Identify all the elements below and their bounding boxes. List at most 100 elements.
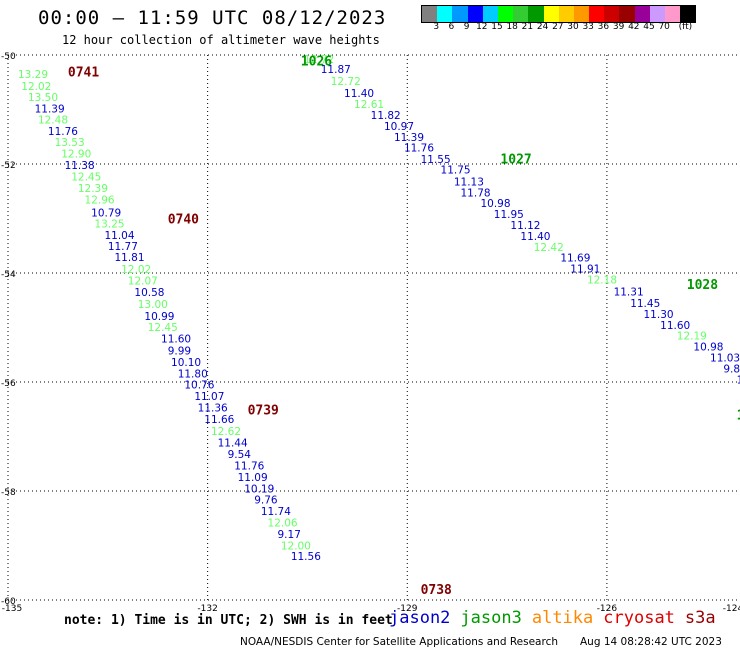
wave-height-value: 9.17 [278, 529, 301, 541]
wave-height-value: 10.76 [184, 380, 214, 392]
wave-height-value: 12.62 [211, 426, 241, 438]
scale-swatch [573, 6, 590, 22]
wave-height-value: 11.87 [321, 64, 351, 76]
time-label: 1029 [737, 409, 740, 424]
wave-height-value: 12.72 [304, 54, 334, 66]
scale-label: 33 [582, 22, 594, 32]
scale-swatch [634, 6, 650, 22]
scale-swatch [437, 6, 453, 22]
wave-height-value: 11.09 [238, 472, 268, 484]
x-tick-label: -132 [197, 604, 217, 614]
time-label: 1026 [301, 54, 332, 69]
scale-label: 3 [433, 22, 440, 32]
time-label: 0738 [421, 583, 452, 598]
wave-height-value: 11.76 [404, 143, 434, 155]
wave-height-value: 11.04 [104, 230, 134, 242]
wave-height-value: 11.07 [194, 391, 224, 403]
y-tick-label: -58 [1, 488, 16, 498]
y-tick-label: -60 [1, 597, 16, 607]
scale-swatch [467, 6, 483, 22]
wave-height-value: 12.07 [128, 276, 158, 288]
color-scale-labels: 3 6 9 12 15 18 21 24 27 30 33 36 39 42 45 70 (ft) [421, 22, 740, 34]
satellite-legend: jason2 jason3 altika cryosat s3a [389, 608, 726, 628]
y-tick-label: -50 [1, 52, 16, 62]
satellite-legend-item: altika [531, 608, 594, 628]
wave-height-color-scale [421, 5, 697, 23]
wave-height-value: 11.60 [660, 320, 690, 332]
satellite-legend-item: s3a [684, 608, 716, 628]
wave-height-value: 11.74 [261, 506, 291, 518]
wave-height-value: 11.66 [204, 414, 234, 426]
chart-subtitle: 12 hour collection of altimeter wave hei… [62, 33, 380, 47]
wave-height-value: 11.95 [494, 209, 524, 221]
satellite-legend-item: jason3 [460, 608, 522, 628]
wave-height-value: 12.45 [148, 322, 178, 334]
wave-height-value: 12.02 [121, 264, 151, 276]
scale-swatch [528, 6, 544, 22]
wave-height-value: 12.19 [677, 331, 707, 343]
scale-swatch [619, 6, 635, 22]
scale-swatch [543, 6, 559, 22]
y-tick-label: -54 [1, 270, 16, 280]
wave-height-value: 10.98 [480, 198, 510, 210]
wave-height-value: 11.39 [35, 103, 65, 115]
wave-height-value: 11.12 [510, 220, 540, 232]
wave-height-value: 12.72 [331, 76, 361, 88]
wave-height-value: 9.85 [723, 363, 740, 375]
scale-label: 12 [476, 22, 488, 32]
scale-label: 45 [643, 22, 655, 32]
wave-height-value: 11.31 [614, 287, 644, 299]
wave-height-value: 10.99 [144, 311, 174, 323]
scale-label: 30 [567, 22, 579, 32]
wave-height-value: 11.82 [371, 110, 401, 122]
wave-height-value: 12.45 [71, 172, 101, 184]
wave-height-value: 13.50 [28, 92, 58, 104]
scale-label: 24 [536, 22, 549, 32]
scale-label: 6 [448, 22, 455, 32]
wave-height-value: 12.61 [354, 99, 384, 111]
scale-swatch [558, 6, 574, 22]
scale-label: 15 [491, 22, 503, 32]
wave-height-value: 11.76 [48, 126, 78, 138]
wave-height-value: 12.96 [85, 194, 115, 206]
scale-swatch [649, 6, 665, 22]
wave-height-value: 13.00 [138, 299, 168, 311]
wave-height-value: 11.03 [710, 352, 740, 364]
time-label: 0740 [168, 213, 199, 228]
wave-height-value: 11.56 [291, 551, 321, 563]
wave-height-value: 11.30 [644, 309, 674, 321]
wave-height-value: 11.39 [394, 132, 424, 144]
scale-swatch [482, 6, 498, 22]
wave-height-value: 12.02 [21, 81, 51, 93]
time-label: 0741 [68, 65, 99, 80]
wave-height-value: 12.06 [268, 518, 298, 530]
wave-height-value: 11.40 [344, 88, 374, 100]
wave-height-value: 9.99 [168, 345, 191, 357]
scale-swatch [589, 6, 605, 22]
wave-height-value: 11.40 [520, 231, 550, 243]
time-label: 1027 [500, 153, 531, 168]
wave-height-value: 9.76 [254, 495, 278, 507]
scale-swatch [497, 6, 514, 22]
wave-height-value: 10.73 [737, 374, 740, 386]
scale-label: 21 [521, 22, 534, 32]
wave-height-value: 13.25 [95, 218, 125, 230]
wave-height-value: 10.97 [384, 121, 414, 133]
wave-height-value: 11.55 [421, 154, 451, 166]
generated-timestamp: Aug 14 08:28:42 UTC 2023 [580, 636, 722, 648]
wave-height-value: 12.48 [38, 114, 68, 126]
scale-swatch [452, 6, 468, 22]
y-tick-label: -56 [1, 379, 16, 389]
wave-height-value: 11.45 [630, 298, 660, 310]
wave-height-value: 11.76 [234, 460, 264, 472]
scale-swatch [513, 6, 529, 22]
wave-height-value: 11.69 [560, 253, 590, 265]
y-tick-label: -52 [1, 161, 16, 171]
satellite-legend-item: jason2 [389, 608, 451, 628]
wave-height-value: 11.78 [461, 187, 491, 199]
scale-swatch [680, 6, 696, 22]
wave-height-value: 10.98 [693, 342, 723, 354]
wave-height-value: 10.79 [91, 208, 121, 220]
wave-height-value: 11.60 [161, 333, 191, 345]
